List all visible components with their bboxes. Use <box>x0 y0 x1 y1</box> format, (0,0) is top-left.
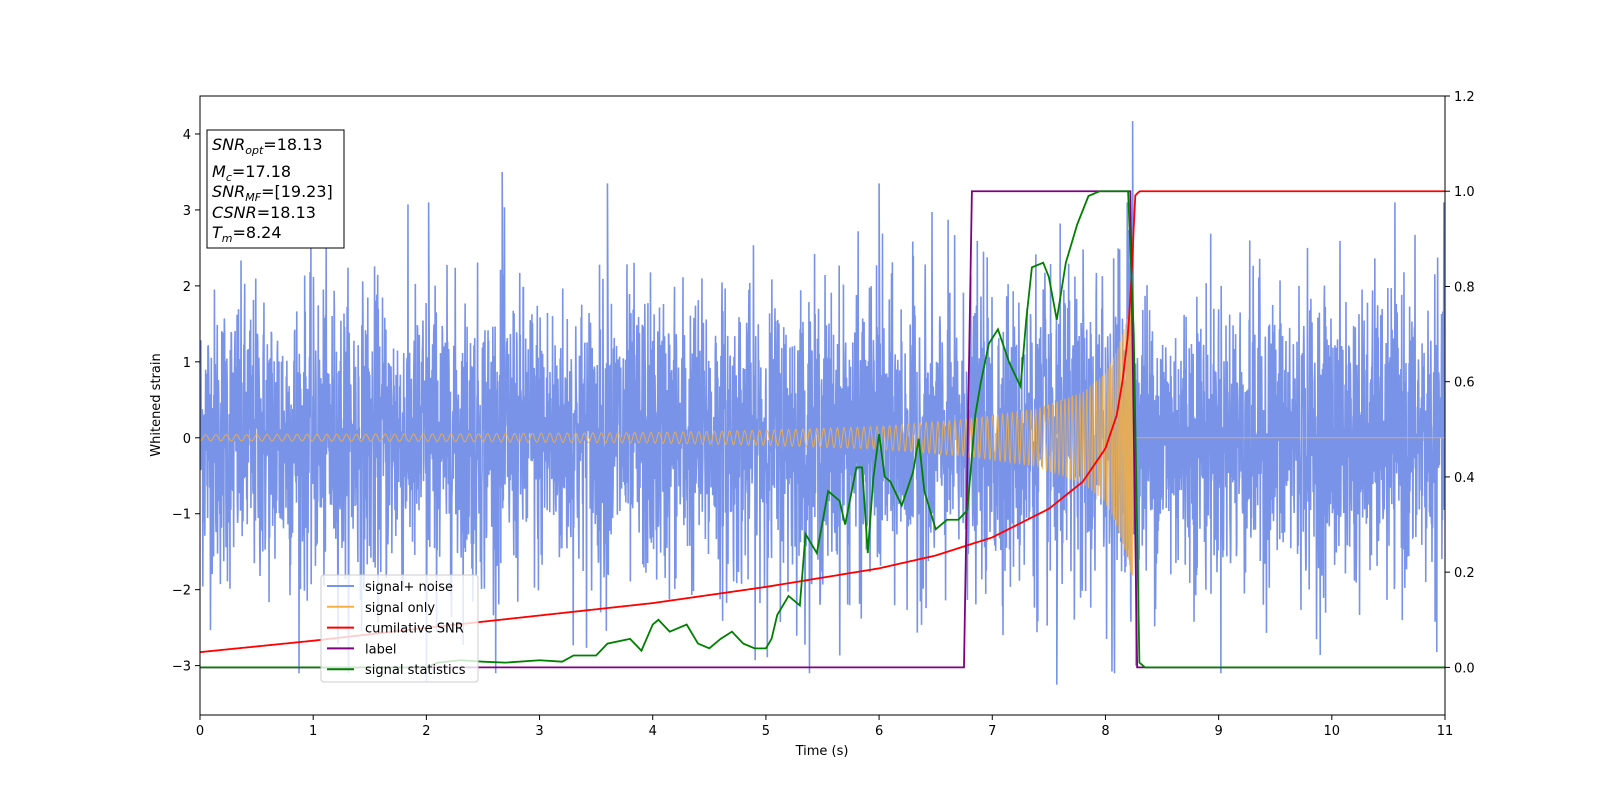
y2-tick-label: 1.0 <box>1454 185 1475 200</box>
plot-frame <box>199 95 1446 716</box>
y-tick-label: 0 <box>183 432 191 447</box>
info-box-line: Mc=17.18 <box>212 162 291 184</box>
legend-label: cumilative SNR <box>365 622 464 637</box>
signal-statistics-line <box>200 190 1445 669</box>
axis-ticks: 0 1 2 3 4 5 6 7 8 9 10 11 −3 −2 −1 0 1 2 3 4 0.0 0.2 0.4 0.6 0.8… <box>172 90 1475 739</box>
y-tick-label: −1 <box>172 508 191 523</box>
y-axis-label: Whitened strain <box>149 353 164 456</box>
legend-label: signal statistics <box>365 663 466 678</box>
x-tick-label: 0 <box>196 724 204 739</box>
info-box-line: SNRMF=[19.23] <box>212 182 333 204</box>
x-tick-label: 2 <box>422 724 430 739</box>
legend-label: signal only <box>365 601 435 616</box>
info-box-line: CSNR=18.13 <box>212 203 316 222</box>
y-tick-label: 3 <box>183 204 191 219</box>
x-tick-label: 10 <box>1324 724 1341 739</box>
x-tick-label: 9 <box>1214 724 1222 739</box>
x-tick-label: 1 <box>309 724 317 739</box>
y-tick-label: −3 <box>172 660 191 675</box>
info-box-line: SNRopt=18.13 <box>212 135 323 157</box>
x-axis-label: Time (s) <box>795 744 849 759</box>
x-tick-label: 8 <box>1101 724 1109 739</box>
signal-only-series <box>200 298 1445 576</box>
y2-tick-label: 0.2 <box>1454 566 1475 581</box>
y-tick-label: 4 <box>183 128 191 143</box>
y-tick-label: 1 <box>183 356 191 371</box>
x-tick-label: 11 <box>1437 724 1454 739</box>
x-tick-label: 6 <box>875 724 883 739</box>
info-box-line: Tm=8.24 <box>212 223 282 245</box>
info-box: SNRopt=18.13 Mc=17.18SNRMF=[19.23]CSNR=18… <box>206 129 345 249</box>
info-box-frame <box>206 129 345 249</box>
y-tick-label: −2 <box>172 584 191 599</box>
x-tick-label: 3 <box>535 724 543 739</box>
y2-tick-label: 0.4 <box>1454 471 1475 486</box>
legend-label: label <box>365 642 396 657</box>
x-tick-label: 5 <box>762 724 770 739</box>
legend-frame <box>320 574 479 683</box>
y2-tick-label: 0.0 <box>1454 661 1475 676</box>
legend: signal+ noise signal only cumilative SNR la… <box>320 574 479 683</box>
legend-label: signal+ noise <box>365 580 453 595</box>
y2-tick-label: 0.6 <box>1454 376 1475 391</box>
y2-tick-label: 1.2 <box>1454 90 1475 105</box>
y-tick-label: 2 <box>183 280 191 295</box>
y2-tick-label: 0.8 <box>1454 280 1475 295</box>
x-tick-label: 4 <box>649 724 657 739</box>
signal-only-line <box>200 298 1445 576</box>
x-tick-label: 7 <box>988 724 996 739</box>
